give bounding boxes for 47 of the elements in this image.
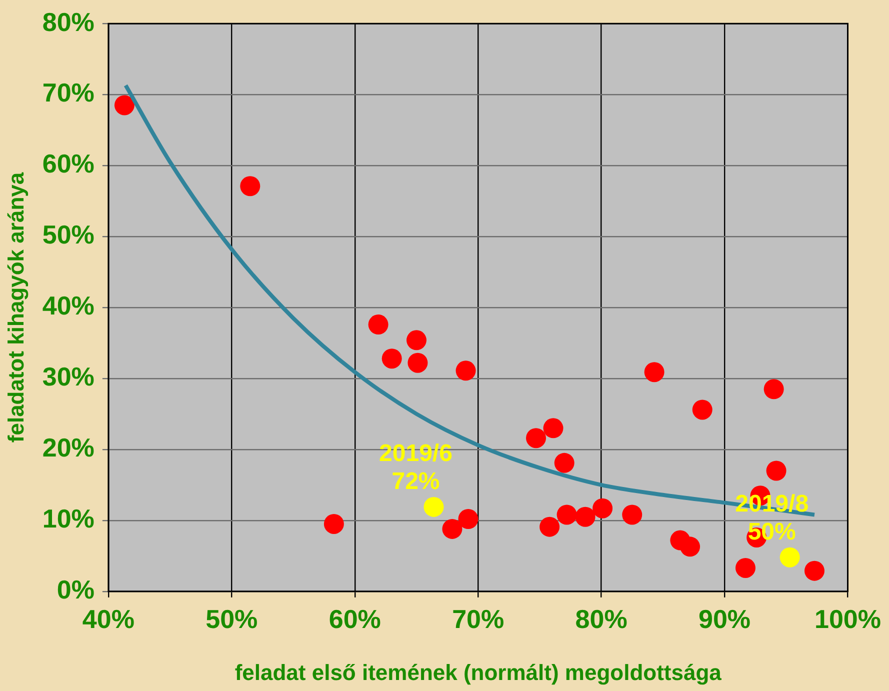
- point: [368, 314, 388, 335]
- x-tick-label: 50%: [206, 604, 258, 634]
- point: [114, 95, 134, 116]
- x-tick-label: 60%: [328, 604, 381, 634]
- y-tick-label: 10%: [42, 504, 94, 534]
- y-tick-label: 60%: [42, 148, 94, 179]
- point: [442, 518, 462, 539]
- point: [382, 348, 402, 369]
- y-tick-label: 70%: [42, 78, 94, 108]
- point: [456, 360, 476, 381]
- x-axis-title: feladat első itemének (normált) megoldottsága: [234, 660, 722, 685]
- point: [424, 496, 444, 517]
- x-tick-label: 80%: [575, 604, 628, 634]
- point: [526, 428, 546, 448]
- x-tick-label: 40%: [82, 604, 134, 634]
- x-tick-label: 90%: [698, 604, 751, 634]
- x-tick-label: 100%: [814, 604, 881, 634]
- point: [780, 547, 800, 568]
- y-tick-label: 50%: [42, 220, 94, 250]
- point: [692, 400, 712, 420]
- point: [556, 504, 577, 525]
- y-tick-label: 40%: [42, 290, 94, 321]
- point: [408, 352, 428, 373]
- point: [680, 536, 700, 557]
- y-axis-title: feladatot kihagyók aránya: [3, 172, 28, 443]
- annotation: 2019/6 72%: [379, 440, 452, 495]
- line-series: [124, 83, 816, 517]
- point: [644, 362, 664, 382]
- point: [575, 506, 596, 527]
- point: [324, 514, 344, 534]
- point: [592, 498, 613, 518]
- point: [766, 460, 786, 481]
- point: [543, 418, 564, 438]
- y-tick-label: 20%: [42, 432, 94, 463]
- point: [622, 504, 642, 525]
- x-tick-label: 70%: [452, 604, 504, 634]
- y-tick-label: 80%: [42, 6, 94, 37]
- point: [735, 558, 756, 578]
- point: [554, 452, 574, 473]
- point: [240, 176, 260, 196]
- point: [804, 560, 824, 581]
- point: [540, 516, 560, 537]
- point: [458, 509, 478, 530]
- y-tick-label: 0%: [56, 574, 94, 605]
- y-tick-label: 30%: [42, 362, 94, 392]
- point: [764, 379, 784, 400]
- point: [406, 330, 426, 350]
